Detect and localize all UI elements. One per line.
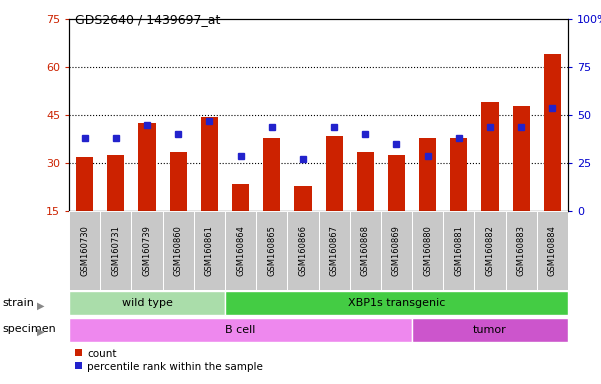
Text: GSM160731: GSM160731 — [111, 225, 120, 276]
Text: GDS2640 / 1439697_at: GDS2640 / 1439697_at — [75, 13, 221, 26]
Bar — [69, 291, 225, 316]
Text: specimen: specimen — [2, 324, 56, 334]
Bar — [132, 211, 163, 290]
Text: percentile rank within the sample: percentile rank within the sample — [87, 362, 263, 372]
Bar — [357, 152, 374, 211]
Bar — [69, 318, 412, 343]
Bar — [225, 291, 568, 316]
Text: XBP1s transgenic: XBP1s transgenic — [348, 298, 445, 308]
Text: GSM160865: GSM160865 — [267, 225, 276, 276]
Bar — [100, 211, 132, 290]
Bar — [294, 185, 311, 211]
Text: GSM160868: GSM160868 — [361, 225, 370, 276]
Bar — [69, 211, 100, 290]
Text: GSM160867: GSM160867 — [329, 225, 338, 276]
Bar — [138, 123, 156, 211]
Text: GSM160881: GSM160881 — [454, 225, 463, 276]
Bar — [326, 136, 343, 211]
Bar — [76, 157, 93, 211]
Bar — [513, 106, 529, 211]
Bar — [412, 318, 568, 343]
Bar — [381, 211, 412, 290]
Text: wild type: wild type — [121, 298, 172, 308]
Text: ▶: ▶ — [37, 327, 44, 337]
Text: count: count — [87, 349, 117, 359]
Text: GSM160883: GSM160883 — [517, 225, 526, 276]
Text: strain: strain — [2, 298, 34, 308]
Bar — [287, 211, 319, 290]
Text: tumor: tumor — [473, 325, 507, 335]
Bar — [412, 211, 443, 290]
Bar — [474, 211, 505, 290]
Bar — [544, 55, 561, 211]
Bar — [163, 211, 194, 290]
Text: GSM160861: GSM160861 — [205, 225, 214, 276]
Text: GSM160730: GSM160730 — [80, 225, 89, 276]
Bar — [443, 211, 474, 290]
Bar — [419, 137, 436, 211]
Bar — [350, 211, 381, 290]
Text: GSM160884: GSM160884 — [548, 225, 557, 276]
Bar — [201, 117, 218, 211]
Text: GSM160869: GSM160869 — [392, 225, 401, 276]
Text: GSM160739: GSM160739 — [142, 225, 151, 276]
Text: B cell: B cell — [225, 325, 256, 335]
Text: GSM160882: GSM160882 — [486, 225, 495, 276]
Bar — [225, 211, 256, 290]
Bar — [481, 103, 499, 211]
Bar — [505, 211, 537, 290]
Bar — [319, 211, 350, 290]
Bar — [537, 211, 568, 290]
Bar — [108, 155, 124, 211]
Text: ▶: ▶ — [37, 300, 44, 310]
Bar — [256, 211, 287, 290]
Text: GSM160860: GSM160860 — [174, 225, 183, 276]
Bar — [232, 184, 249, 211]
Bar — [450, 137, 468, 211]
Text: GSM160866: GSM160866 — [299, 225, 308, 276]
Bar — [169, 152, 187, 211]
Bar — [263, 137, 280, 211]
Bar — [388, 155, 405, 211]
Bar — [194, 211, 225, 290]
Text: GSM160880: GSM160880 — [423, 225, 432, 276]
Text: GSM160864: GSM160864 — [236, 225, 245, 276]
